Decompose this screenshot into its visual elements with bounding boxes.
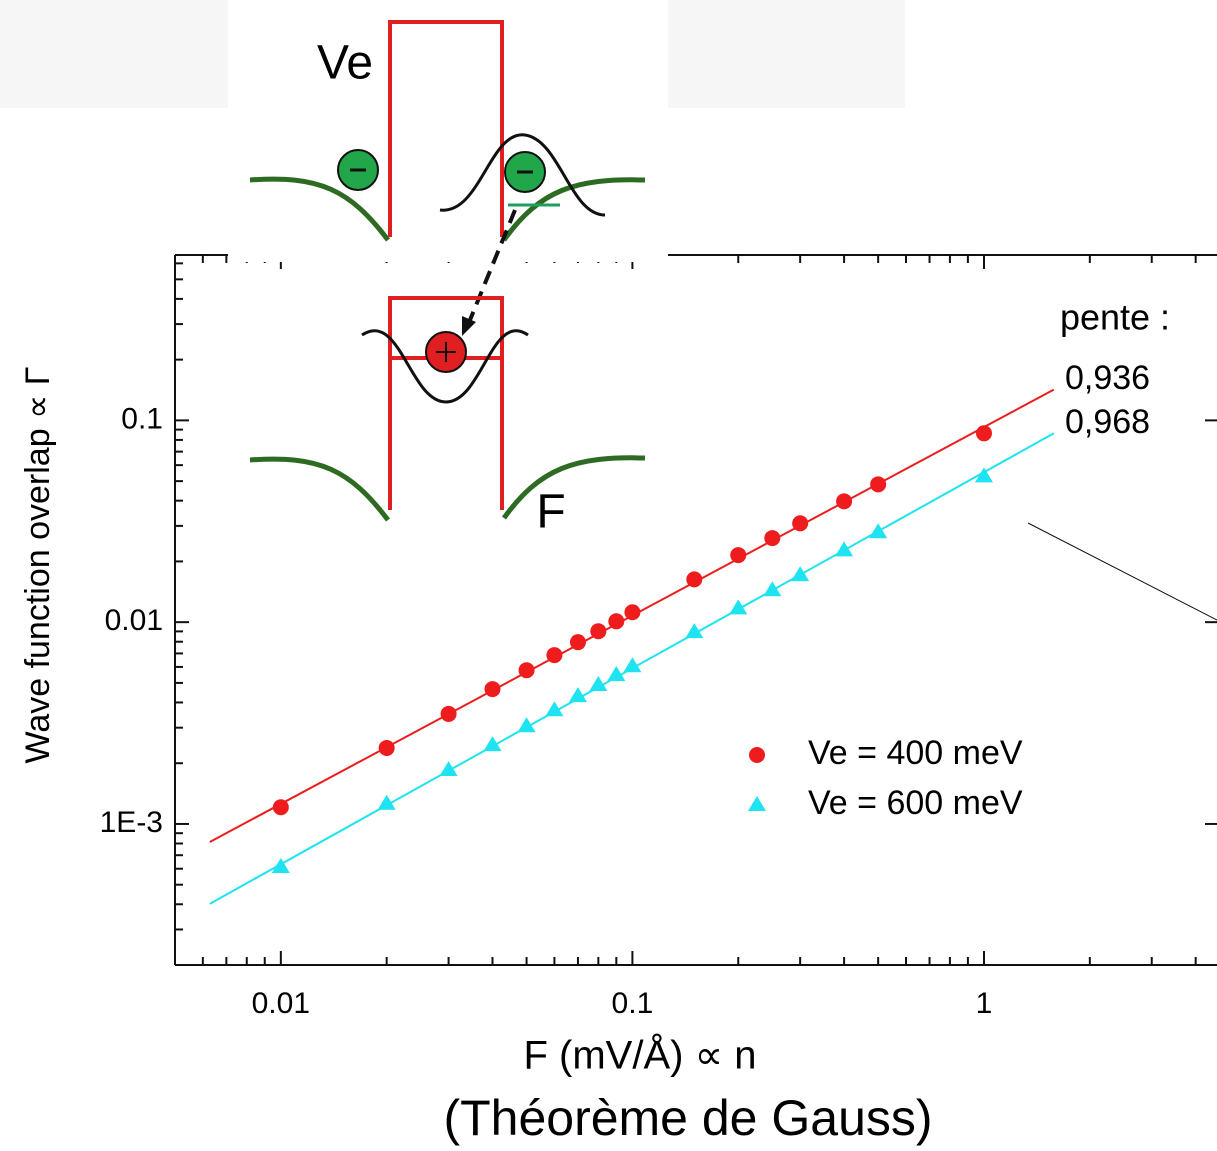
marker (792, 515, 809, 532)
potential-curve (501, 455, 646, 520)
marker (729, 599, 748, 615)
potential-curve (249, 176, 390, 242)
y-tick-label: 0.1 (121, 402, 163, 435)
marker (484, 681, 501, 698)
field-label: F (536, 486, 565, 539)
legend-label: Ve = 600 meV (808, 784, 1023, 822)
legend-label: Ve = 400 meV (808, 734, 1023, 772)
marker (546, 647, 563, 664)
legend-marker (748, 796, 766, 811)
marker (569, 634, 586, 651)
marker (590, 623, 607, 640)
marker (440, 705, 457, 722)
marker (685, 623, 704, 639)
subtitle: (Théorème de Gauss) (443, 1090, 932, 1146)
marker (517, 717, 536, 733)
marker (975, 425, 992, 442)
inset-diagram: Ve F (228, 0, 668, 539)
annotation: pente : (1060, 297, 1170, 338)
barrier (388, 20, 504, 237)
inset-background (228, 0, 668, 262)
marker (763, 581, 782, 597)
marker (974, 467, 993, 483)
marker (439, 761, 458, 777)
wavefunction (361, 329, 529, 404)
marker (518, 662, 535, 679)
transfer-arrow (468, 209, 517, 321)
barrier-label: Ve (317, 37, 373, 90)
x-tick-label: 1 (976, 987, 993, 1020)
marker (608, 613, 625, 630)
marker (545, 701, 564, 717)
marker (483, 736, 502, 752)
marker (607, 666, 626, 682)
potential-curve (249, 456, 390, 522)
marker (791, 566, 810, 582)
marker (835, 541, 854, 557)
pointer-line (1027, 522, 1217, 621)
annotation: 0,968 (1065, 403, 1150, 441)
marker (589, 676, 608, 692)
x-tick-label: 0.01 (252, 987, 310, 1020)
marker (623, 657, 642, 673)
marker (730, 547, 747, 564)
marker (272, 799, 289, 816)
barrier (388, 296, 504, 510)
y-tick-label: 0.01 (105, 604, 163, 637)
marker (870, 476, 887, 493)
marker (869, 523, 888, 539)
arrow-head (462, 316, 476, 336)
wavefunction (439, 133, 606, 217)
marker (568, 687, 587, 703)
marker (377, 794, 396, 810)
data-layer: Ve = 400 meV Ve = 600 meV (209, 388, 1055, 905)
y-axis-label: Wave function overlap ∝ Γ (19, 366, 57, 763)
x-tick-label: 0.1 (612, 987, 654, 1020)
marker (686, 571, 703, 588)
x-axis-label: F (mV/Å) ∝ n (523, 1033, 756, 1078)
legend-marker (749, 747, 765, 763)
annotation: 0,936 (1065, 359, 1150, 397)
marker (624, 604, 641, 621)
marker (836, 493, 853, 510)
marker (271, 857, 290, 873)
axes: 0.01 0.1 1 1E-3 0.01 0.1 (100, 254, 1217, 1020)
marker (764, 530, 781, 547)
potential-curve (501, 177, 646, 242)
y-tick-label: 1E-3 (100, 806, 163, 839)
marker (378, 739, 395, 756)
